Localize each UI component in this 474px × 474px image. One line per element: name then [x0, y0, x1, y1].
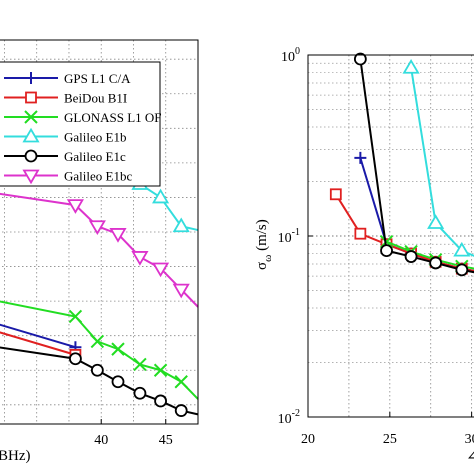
left-data-point — [90, 334, 105, 349]
right-grid — [308, 55, 474, 417]
legend-marker — [24, 110, 38, 124]
right-data-point — [402, 58, 420, 74]
legend-marker — [22, 169, 40, 185]
right-series-group — [329, 52, 474, 277]
left-data-point — [131, 251, 149, 266]
legend-label: BeiDou B1I — [64, 91, 127, 106]
legend-box — [0, 61, 161, 187]
left-x-ticks: 40 45 — [94, 419, 173, 448]
right-x-tick-label: 30 — [465, 432, 474, 447]
legend-marker — [25, 91, 37, 104]
legend-label: GLONASS L1 OF — [64, 110, 162, 125]
right-data-point — [429, 256, 443, 270]
right-x-tick-label: 25 — [383, 432, 397, 447]
left-x-tick-label: 40 — [94, 433, 108, 448]
right-series-line — [410, 67, 474, 257]
right-data-point — [354, 227, 367, 240]
left-data-point — [69, 352, 82, 366]
left-series-line — [0, 323, 76, 349]
legend-label: Galileo E1bc — [64, 169, 132, 184]
left-data-point — [153, 363, 168, 377]
left-axes-border — [0, 39, 199, 425]
left-x-tick-label: 45 — [159, 433, 173, 448]
right-y-tick-label: 100 — [281, 46, 300, 65]
right-data-point — [354, 151, 367, 164]
left-data-point — [174, 375, 188, 389]
legend-marker — [24, 149, 38, 163]
left-data-point — [174, 404, 188, 417]
left-data-point — [172, 283, 190, 299]
right-data-point — [353, 52, 367, 66]
left-data-point — [66, 199, 84, 214]
svg-text:σω (m/s): σω (m/s) — [254, 219, 274, 270]
left-data-point — [109, 228, 127, 243]
right-x-tick-label: 20 — [301, 432, 315, 447]
legend: GPS L1 C/A BeiDou B1I GLONASS L1 OF Galileo… — [0, 61, 162, 187]
left-data-point — [111, 375, 125, 389]
left-series-line — [0, 331, 76, 356]
legend-items: GPS L1 C/A BeiDou B1I GLONASS L1 OF Galileo… — [4, 71, 162, 185]
right-chart: 20 25 30 100 10-1 10-2 σω (m/s) ∠ — [254, 46, 474, 464]
right-data-point — [380, 244, 393, 258]
left-data-point — [88, 220, 106, 236]
right-axis-ticks: 20 25 30 100 10-1 10-2 — [278, 46, 474, 447]
left-data-point — [90, 363, 104, 377]
left-data-point — [152, 188, 170, 204]
legend-label: Galileo E1c — [64, 149, 126, 164]
left-data-point — [172, 217, 190, 233]
left-chart: 40 45 BHz) GPS L1 C/A BeiDou B1I GLONASS L1… — [0, 39, 199, 464]
right-y-tick-label: 10-1 — [278, 227, 300, 246]
right-y-tick-label: 10-2 — [278, 408, 300, 427]
right-data-point — [455, 263, 469, 277]
left-data-point — [133, 386, 147, 400]
right-data-point — [427, 214, 445, 229]
left-x-axis-label: BHz) — [0, 448, 31, 464]
left-data-point — [111, 342, 125, 356]
right-data-point — [404, 250, 418, 263]
legend-marker — [25, 72, 37, 84]
left-data-point — [154, 394, 167, 408]
legend-label: Galileo E1b — [64, 130, 126, 145]
left-data-point — [152, 262, 170, 278]
right-data-point — [453, 241, 471, 257]
left-data-point — [68, 309, 83, 324]
left-data-point — [133, 357, 147, 372]
right-x-axis-label-fragment: ∠ — [466, 448, 474, 464]
right-y-axis-label: σω (m/s) — [254, 219, 274, 270]
legend-marker — [22, 127, 40, 143]
right-data-point — [329, 188, 342, 201]
legend-label: GPS L1 C/A — [64, 71, 131, 86]
